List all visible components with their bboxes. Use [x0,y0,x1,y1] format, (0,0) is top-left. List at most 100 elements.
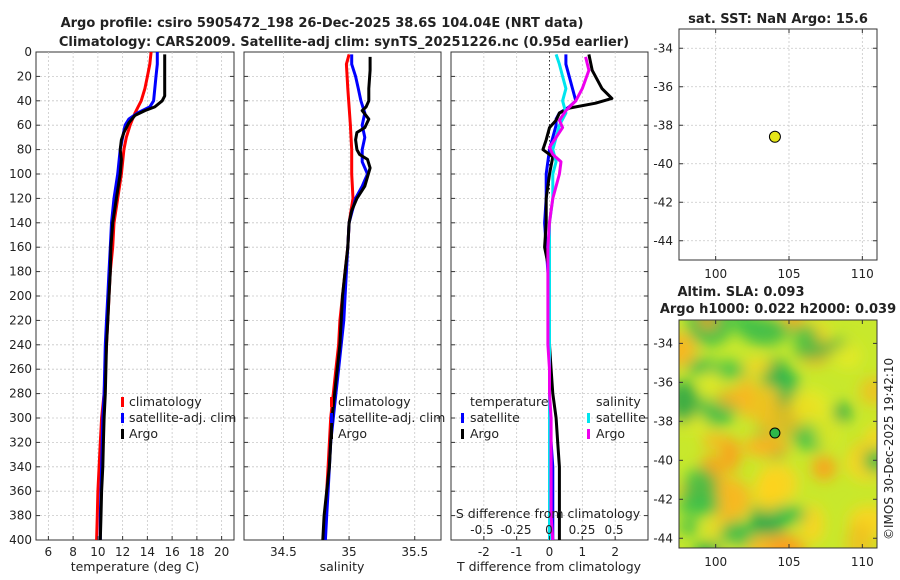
difference-top-ticks: -0.5 -0.25 0 0.25 0.5 [470,523,623,537]
sla-field-patch [764,505,808,524]
sla-field-patch [772,369,800,391]
sla-field-patch [741,320,789,346]
sla-field-patch [682,467,718,511]
difference-top-label: S difference from climatology [456,506,641,521]
series-line-climatology [95,52,153,540]
y-tick-label: 380 [9,509,32,523]
x-tick-label: 14 [140,545,155,559]
sla-field-patch [746,438,792,456]
sla-field-patch [756,402,801,439]
lat-tick-label: -34 [653,336,673,350]
x-tick-label: 20 [214,545,229,559]
legend-label-t-satellite: satellite [470,410,520,425]
sla-field-patch [686,320,733,346]
sla-field-patch [720,437,741,473]
lat-tick-label: -42 [653,195,673,209]
legend-label-argo: Argo [338,426,367,441]
s-tick-m050: -0.5 [470,523,493,537]
sla-field-patch [862,448,877,473]
legend-swatch-climatology [330,397,333,407]
lat-tick-label: -40 [653,157,673,171]
y-tick-label: 20 [17,69,32,83]
legend-swatch-satellite [121,413,124,423]
s-tick-p025: 0.25 [569,523,596,537]
x-tick-label: 35 [341,545,356,559]
sla-field-patch [790,388,831,427]
sla-field-patch [834,342,862,369]
sla-field-patch [756,462,799,505]
x-tick-label: -1 [511,545,523,559]
series-line-argo [98,54,167,540]
s-tick-m025: -0.25 [500,523,531,537]
lon-tick-label: 110 [851,267,874,281]
sst-map: sat. SST: NaN Argo: 15.6 -34 -36 -38 -40 -42… [653,12,878,281]
sla-field-patch [708,360,748,379]
temperature-legend: climatology satellite-adj. clim Argo [121,394,236,441]
legend-label-climatology: climatology [129,394,202,409]
y-tick-label: 360 [9,484,32,498]
sla-field-patch [701,433,728,449]
lon-tick-label: 105 [778,555,801,569]
legend-label-s-satellite: satellite [596,410,646,425]
temperature-panel: 0 20 40 60 80 100 120 140 160 180 200 220 240 260 280 3… [9,45,236,574]
legend-label-satellite: satellite-adj. clim [129,410,236,425]
lat-tick-label: -36 [653,80,673,94]
y-tick-label: 140 [9,216,32,230]
sla-field-patch [733,320,752,337]
lon-tick-label: 110 [851,555,874,569]
difference-legend: temperature salinity satellite Argo sate… [461,394,646,441]
y-tick-label: 200 [9,289,32,303]
x-tick-label: 6 [45,545,53,559]
x-tick-label: 18 [189,545,204,559]
y-tick-label: 80 [17,143,32,157]
sla-field-patch [719,520,755,547]
lat-tick-label: -34 [653,41,673,55]
legend-label-climatology: climatology [338,394,411,409]
legend-swatch-argo [330,429,333,439]
salinity-panel: 34.5 35 35.5 salinity climatology satellit… [243,51,445,574]
sla-field-patch [743,358,773,374]
y-tick-label: 40 [17,94,32,108]
legend-label-argo: Argo [129,426,158,441]
sla-field-patch [679,518,698,536]
y-tick-label: 400 [9,533,32,547]
x-tick-label: 2 [611,545,619,559]
imos-credit: ©IMOS 30-Dec-2025 19:42:10 [882,358,896,540]
lon-tick-label: 100 [704,555,727,569]
legend-swatch-t-satellite [461,413,464,423]
sla-field-patch [679,332,697,368]
lat-tick-label: -38 [653,118,673,132]
series-line-temperature-argo [541,54,614,540]
sla-map-title-line1: Altim. SLA: 0.093 [678,285,805,300]
legend-title-temperature: temperature [470,394,549,409]
sla-field-patch [770,534,805,548]
legend-label-satellite: satellite-adj. clim [338,410,445,425]
y-tick-label: 240 [9,338,32,352]
y-tick-label: 0 [24,45,32,59]
y-tick-label: 160 [9,240,32,254]
x-tick-label: 34.5 [270,545,297,559]
x-tick-label: 10 [90,545,105,559]
legend-swatch-argo [121,429,124,439]
sla-field-patch [859,376,877,406]
s-tick-0: 0 [545,523,553,537]
sla-field-patch [698,320,718,329]
x-tick-label: 0 [546,545,554,559]
figure-title-line1: Argo profile: csiro 5905472_198 26-Dec-2… [61,16,584,31]
lat-tick-label: -38 [653,414,673,428]
sla-field-patch [866,424,877,451]
sla-field-patch [815,415,839,449]
sla-field-patch [845,522,875,548]
sla-field-patch [694,542,722,548]
y-tick-label: 300 [9,411,32,425]
s-tick-p050: 0.5 [604,523,623,537]
y-tick-label: 320 [9,435,32,449]
salinity-xlabel: salinity [320,559,365,574]
lat-tick-label: -36 [653,375,673,389]
sla-field-patch [717,388,744,408]
salinity-legend: climatology satellite-adj. clim Argo [330,394,445,441]
y-tick-label: 340 [9,460,32,474]
legend-title-salinity: salinity [596,394,641,409]
x-tick-label: 12 [115,545,130,559]
